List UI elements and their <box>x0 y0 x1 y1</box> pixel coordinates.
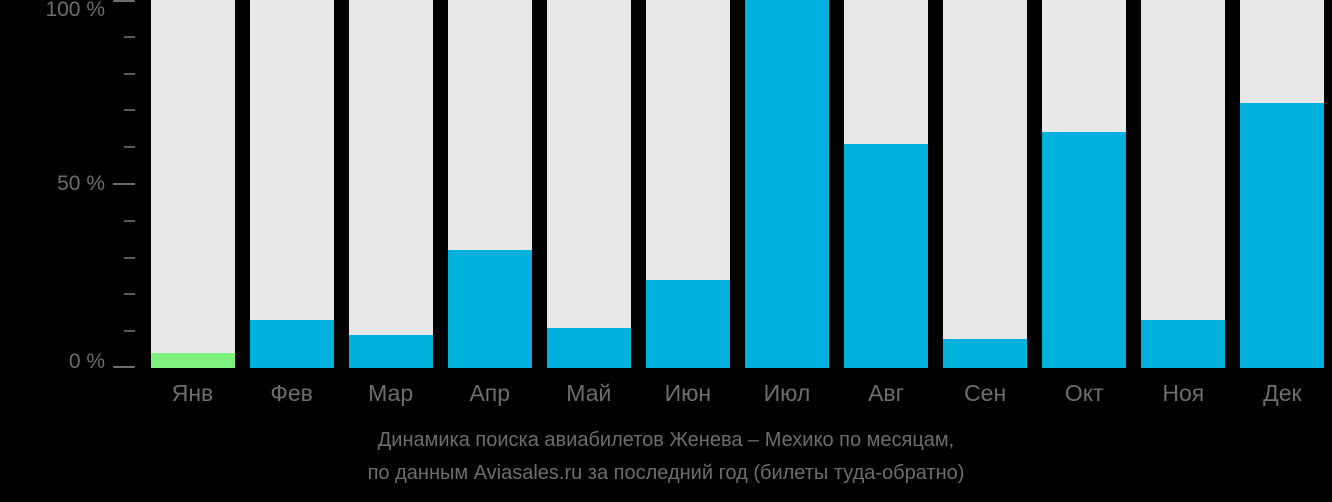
y-tick-minor-30 <box>124 256 135 259</box>
x-label-сен: Сен <box>964 380 1007 406</box>
y-axis: 100 % 50 % 0 % <box>0 0 143 373</box>
caption-line-2: по данным Aviasales.ru за последний год … <box>367 462 965 484</box>
bar-track <box>150 0 235 368</box>
bar-сен[interactable] <box>943 0 1028 368</box>
bar-июл[interactable] <box>745 0 830 368</box>
bar-value <box>150 353 235 368</box>
bar-value <box>447 250 532 368</box>
bar-value <box>348 334 433 368</box>
y-label-100: 100 % <box>45 0 105 21</box>
bar-track <box>249 0 334 368</box>
bar-value <box>1240 103 1325 368</box>
x-label-авг: Авг <box>868 380 905 406</box>
bar-дек[interactable] <box>1240 0 1325 368</box>
bar-фев[interactable] <box>249 0 334 368</box>
bar-value <box>645 279 730 368</box>
bar-track <box>546 0 631 368</box>
x-label-дек: Дек <box>1263 380 1302 406</box>
x-label-апр: Апр <box>469 380 511 406</box>
x-label-мар: Мар <box>368 380 414 406</box>
bar-track <box>943 0 1028 368</box>
y-tick-minor-70 <box>124 109 135 112</box>
y-tick-minor-60 <box>124 146 135 149</box>
bar-июн[interactable] <box>645 0 730 368</box>
x-label-фев: Фев <box>270 380 313 406</box>
bar-value <box>844 143 929 368</box>
x-label-ноя: Ноя <box>1162 380 1205 406</box>
bar-мар[interactable] <box>348 0 433 368</box>
y-tick-minor-20 <box>124 293 135 296</box>
bar-май[interactable] <box>546 0 631 368</box>
y-label-0: 0 % <box>68 350 105 373</box>
caption-line-1: Динамика поиска авиабилетов Женева – Мех… <box>377 429 955 451</box>
bar-value <box>1141 320 1226 368</box>
y-tick-major-0 <box>113 366 135 368</box>
bar-авг[interactable] <box>844 0 929 368</box>
y-tick-major-50 <box>113 183 135 185</box>
x-axis: Янв Фев Мар Апр Май Июн Июл Авг Сен Окт Ноя Дек <box>143 368 1332 422</box>
bar-track <box>1141 0 1226 368</box>
plot-area <box>143 0 1332 368</box>
bar-янв[interactable] <box>150 0 235 368</box>
y-tick-minor-90 <box>124 35 135 38</box>
y-tick-major-100 <box>113 0 135 2</box>
bar-track <box>348 0 433 368</box>
y-tick-minor-80 <box>124 72 135 75</box>
y-tick-minor-10 <box>124 330 135 333</box>
x-label-окт: Окт <box>1064 380 1104 406</box>
x-label-май: Май <box>566 380 612 406</box>
chart-caption: Динамика поиска авиабилетов Женева – Мех… <box>0 424 1332 490</box>
bar-ноя[interactable] <box>1141 0 1226 368</box>
bar-окт[interactable] <box>1042 0 1127 368</box>
bar-value <box>546 327 631 368</box>
bar-value <box>249 320 334 368</box>
y-label-50: 50 % <box>57 172 105 195</box>
x-label-июл: Июл <box>763 380 811 406</box>
x-label-июн: Июн <box>664 380 712 406</box>
x-label-янв: Янв <box>171 380 214 406</box>
y-tick-minor-40 <box>124 219 135 222</box>
bar-value <box>943 338 1028 368</box>
bar-value <box>1042 132 1127 368</box>
bar-апр[interactable] <box>447 0 532 368</box>
bar-value <box>745 0 830 368</box>
